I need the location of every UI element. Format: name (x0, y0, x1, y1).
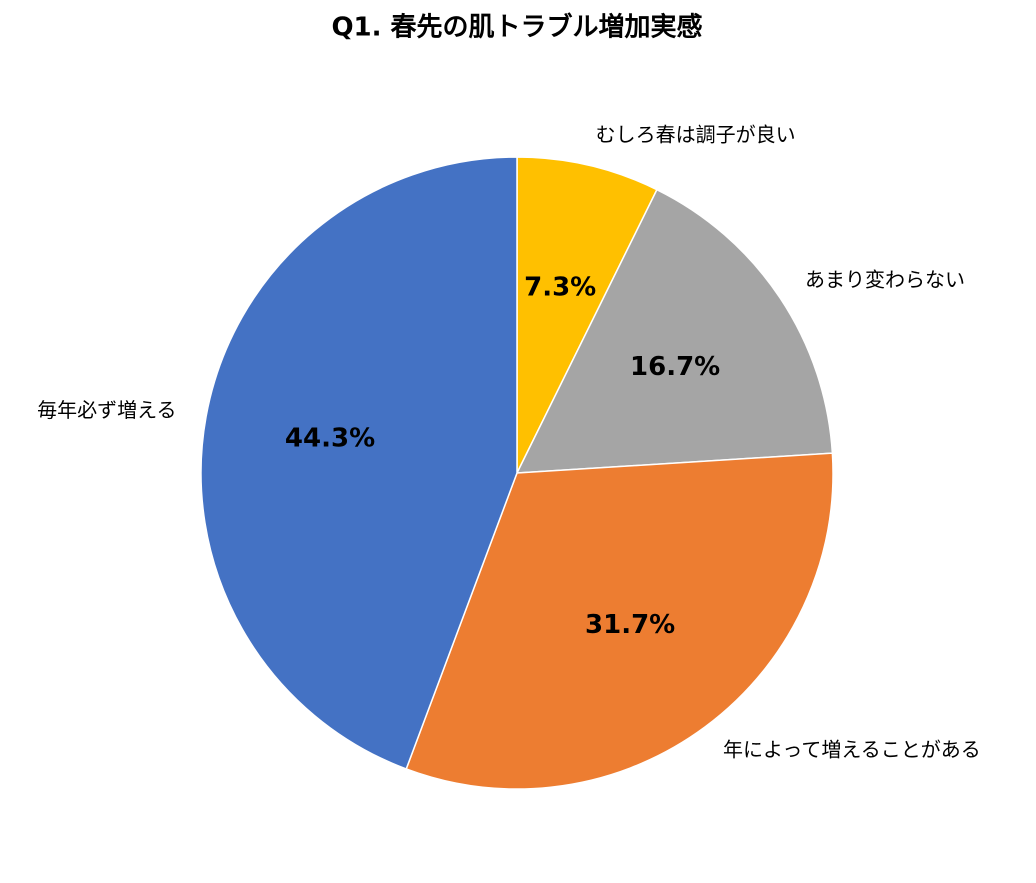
data-label: 7.3% (524, 272, 596, 302)
pie-slice (200, 156, 518, 770)
category-label: むしろ春は調子が良い (596, 123, 796, 147)
data-label: 31.7% (585, 610, 675, 640)
chart-title: Q1. 春先の肌トラブル増加実感 (331, 12, 702, 43)
data-label: 16.7% (630, 352, 720, 382)
category-label: 毎年必ず増える (37, 398, 176, 422)
category-label: 年によって増えることがある (723, 737, 981, 761)
data-label: 44.3% (285, 424, 375, 454)
pie-slice (515, 188, 834, 474)
category-label: あまり変わらない (805, 268, 965, 292)
pie-slice (516, 156, 658, 474)
pie-slice (405, 452, 834, 790)
